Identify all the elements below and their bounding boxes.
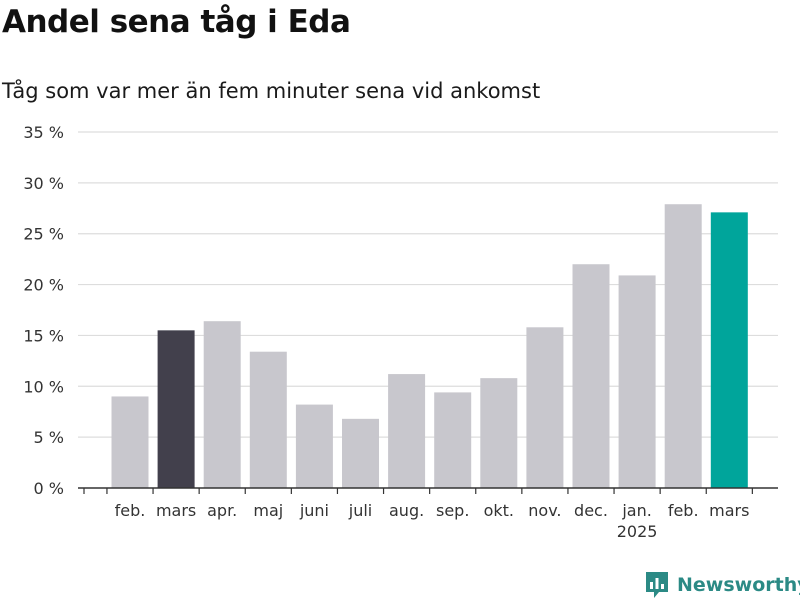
y-tick-label: 5 %: [34, 428, 64, 447]
newsworthy-logo-icon: [646, 572, 668, 598]
bar: [249, 351, 287, 488]
bar: [157, 330, 195, 488]
bar: [572, 264, 610, 488]
x-tick-label: juli: [348, 501, 372, 520]
x-tick-label: dec.: [574, 501, 608, 520]
brand-name: Newsworthy: [677, 574, 800, 596]
bar: [480, 378, 518, 488]
y-tick-label: 30 %: [23, 174, 64, 193]
x-tick-label: okt.: [484, 501, 514, 520]
y-tick-label: 15 %: [23, 326, 64, 345]
chart-title: Andel sena tåg i Eda: [2, 4, 351, 40]
y-tick-label: 35 %: [23, 123, 64, 142]
x-tick-label: mars: [709, 501, 749, 520]
bar: [434, 392, 472, 488]
x-tick-label: sep.: [436, 501, 469, 520]
y-tick-label: 10 %: [23, 377, 64, 396]
x-tick-label: aug.: [389, 501, 424, 520]
x-tick-label: juni: [299, 501, 329, 520]
x-tick-label: feb.: [115, 501, 146, 520]
bar: [203, 321, 241, 488]
y-tick-label: 0 %: [34, 479, 64, 498]
brand-logo: Newsworthy: [644, 570, 800, 600]
bar: [664, 204, 702, 488]
y-tick-label: 20 %: [23, 276, 64, 295]
x-tick-label: feb.: [668, 501, 699, 520]
x-tick-label: apr.: [207, 501, 237, 520]
bar: [342, 418, 379, 488]
bar: [388, 374, 426, 488]
x-tick-label: nov.: [528, 501, 561, 520]
chart-subtitle: Tåg som var mer än fem minuter sena vid …: [2, 79, 541, 103]
bar: [618, 275, 656, 488]
y-tick-label: 25 %: [23, 225, 64, 244]
x-tick-label: mars: [156, 501, 196, 520]
x-tick-label: maj: [253, 501, 283, 520]
bar: [710, 212, 748, 488]
x-tick-label: jan.: [621, 501, 651, 520]
bar: [111, 396, 149, 488]
bar-chart: 0 %5 %10 %15 %20 %25 %30 %35 %feb. mars ap…: [23, 123, 778, 541]
bar: [526, 327, 564, 488]
x-year-label: 2025: [617, 522, 658, 541]
bar: [295, 404, 333, 488]
